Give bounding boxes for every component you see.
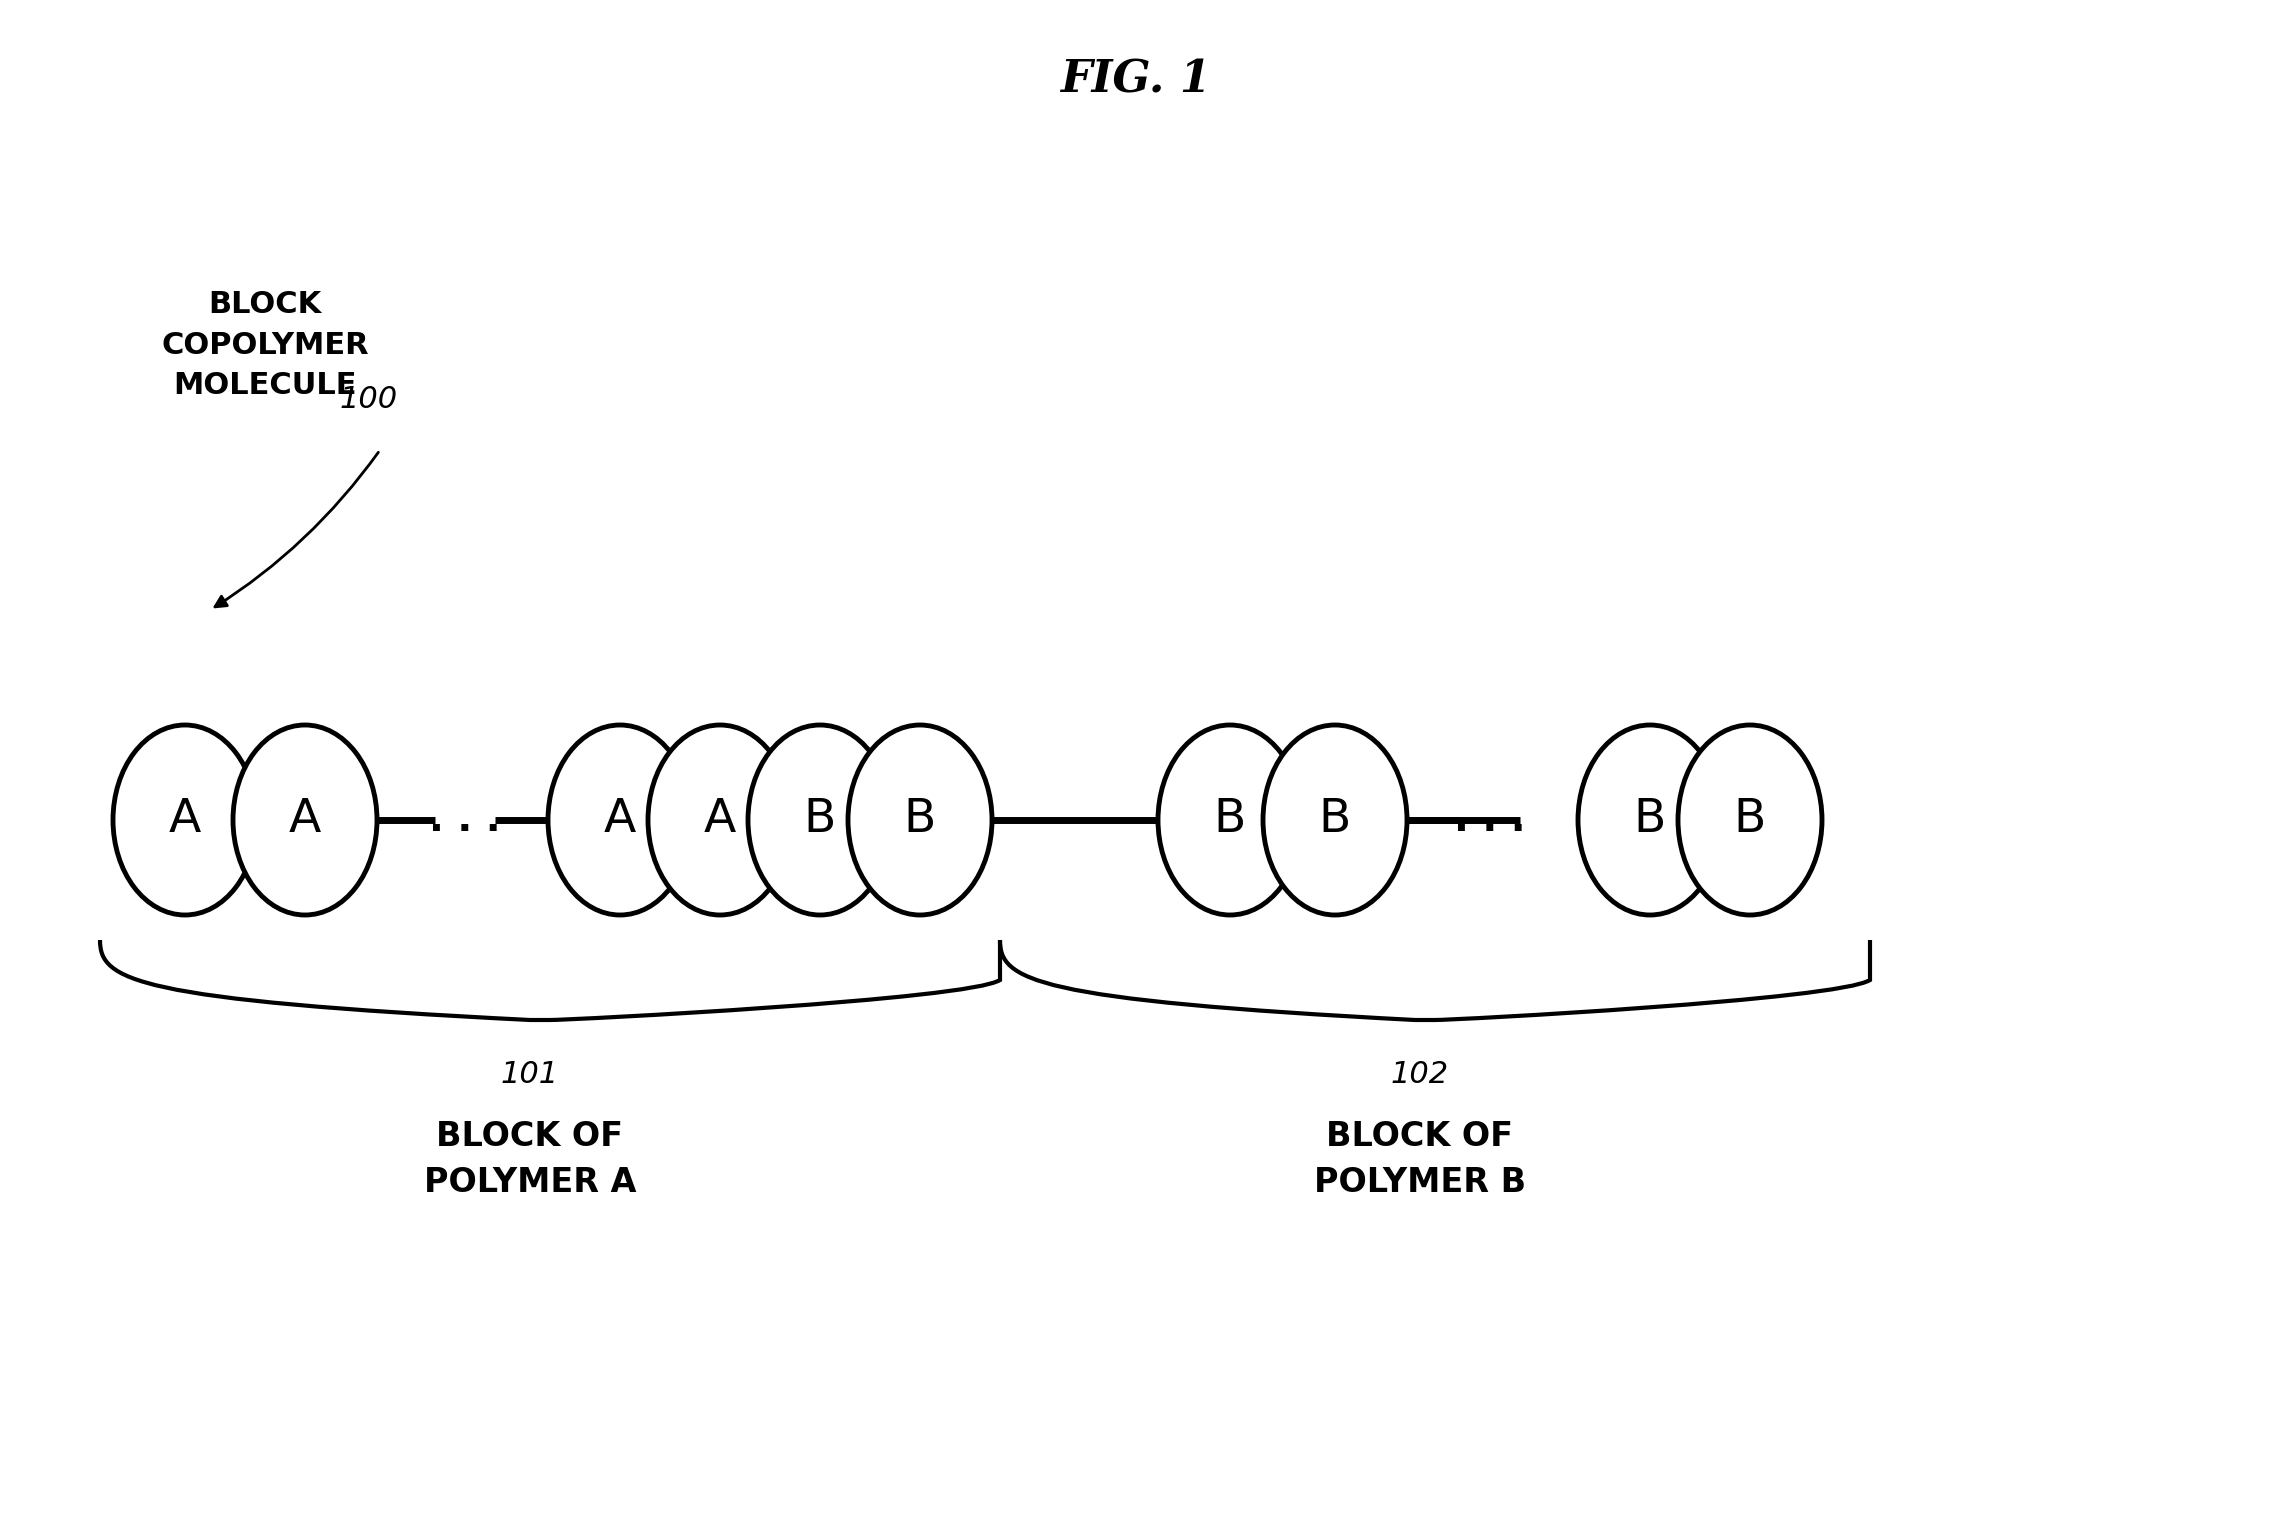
Text: B: B [1633,797,1667,843]
Text: A: A [168,797,202,843]
Ellipse shape [1678,725,1821,915]
Text: 101: 101 [502,1060,559,1089]
Text: 102: 102 [1390,1060,1449,1089]
Text: BLOCK
COPOLYMER
MOLECULE: BLOCK COPOLYMER MOLECULE [161,290,368,399]
Ellipse shape [647,725,793,915]
Text: . . .: . . . [1453,800,1526,839]
Text: B: B [904,797,936,843]
Ellipse shape [847,725,992,915]
Text: 100: 100 [341,386,397,415]
Text: BLOCK OF
POLYMER B: BLOCK OF POLYMER B [1315,1120,1526,1200]
Text: FIG. 1: FIG. 1 [1061,58,1210,101]
Text: A: A [288,797,320,843]
Text: B: B [1733,797,1767,843]
Ellipse shape [114,725,257,915]
Ellipse shape [1263,725,1408,915]
Ellipse shape [1578,725,1721,915]
Text: B: B [1213,797,1247,843]
Text: . . .: . . . [429,800,502,839]
Text: A: A [704,797,736,843]
Text: B: B [804,797,836,843]
Ellipse shape [547,725,693,915]
Ellipse shape [234,725,377,915]
Ellipse shape [1158,725,1301,915]
Ellipse shape [747,725,893,915]
Text: B: B [1319,797,1351,843]
Text: BLOCK OF
POLYMER A: BLOCK OF POLYMER A [425,1120,636,1200]
Text: A: A [604,797,636,843]
